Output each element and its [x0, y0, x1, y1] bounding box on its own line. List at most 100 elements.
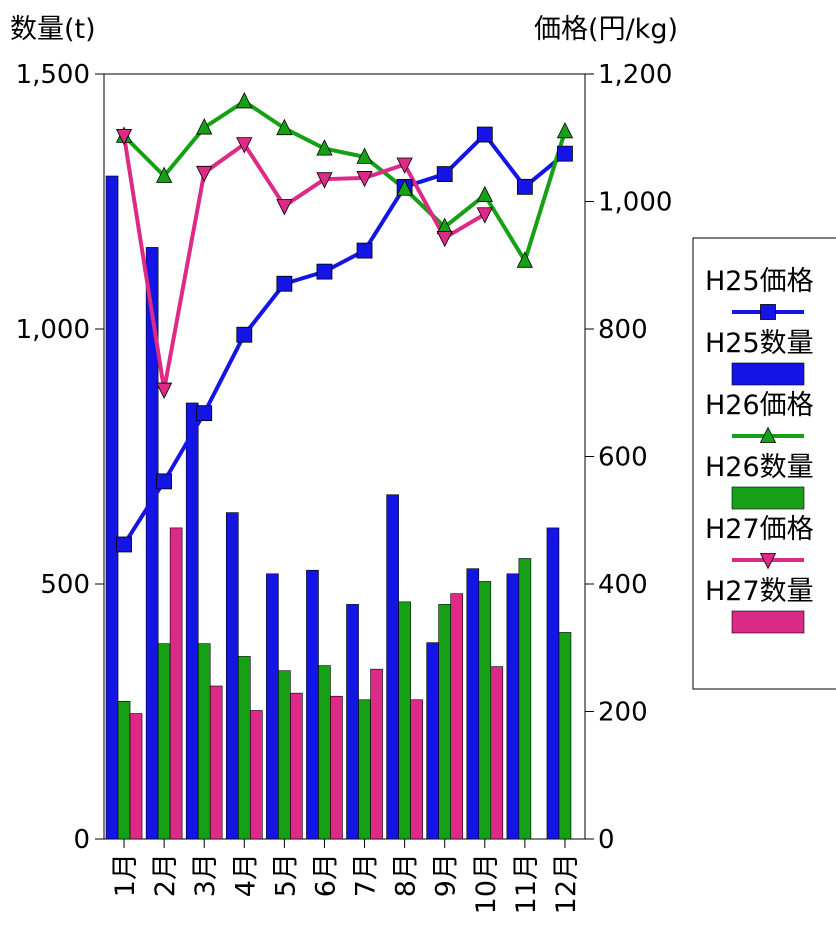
marker-H26価格 [155, 166, 173, 183]
marker-H25価格 [557, 145, 573, 162]
bar-H27数量 [249, 710, 263, 840]
x-tick-label: 12月 [551, 853, 582, 914]
marker-H26価格 [476, 185, 493, 203]
bar-H26数量 [157, 643, 171, 840]
right-tick-label: 600 [598, 443, 648, 473]
marker-H25価格 [316, 263, 333, 280]
marker-H25価格 [476, 126, 493, 143]
bar-H27数量 [490, 666, 504, 840]
legend-swatch-bar [731, 362, 805, 386]
bar-H27数量 [450, 593, 464, 840]
marker-H27価格 [236, 137, 253, 154]
right-tick-label: 800 [598, 315, 648, 345]
legend-swatch-marker [759, 553, 777, 570]
bar-H27数量 [370, 668, 383, 840]
bar-H25数量 [145, 247, 159, 840]
marker-H27価格 [276, 199, 293, 216]
marker-H25価格 [156, 473, 173, 490]
bar-H25数量 [185, 402, 199, 840]
legend-label: H26数量 [705, 452, 814, 483]
bars-layer [105, 175, 572, 840]
x-tick-label: 2月 [150, 853, 181, 897]
bar-H25数量 [546, 527, 560, 840]
marker-H27価格 [476, 207, 493, 224]
bar-H26数量 [478, 581, 492, 840]
bar-H27数量 [129, 713, 143, 840]
x-tick-label: 10月 [471, 853, 502, 914]
legend-layer: H25価格 H25数量 H26価格 H26数量 H27価格 H27数量 [692, 237, 836, 690]
marker-H26価格 [236, 92, 253, 109]
bar-H25数量 [386, 494, 399, 840]
bar-H26数量 [558, 632, 572, 840]
legend-swatch-bar [731, 486, 805, 510]
marker-H27価格 [436, 230, 453, 248]
lines-layer [122, 99, 567, 546]
bar-H27数量 [330, 695, 343, 840]
bar-H25数量 [346, 604, 359, 840]
bar-H26数量 [438, 604, 452, 840]
marker-H26価格 [396, 179, 413, 196]
bar-H27数量 [410, 699, 423, 840]
left-tick-label: 500 [40, 570, 90, 600]
marker-H25価格 [276, 275, 293, 292]
right-tick-label: 200 [598, 698, 648, 728]
bar-H26数量 [237, 656, 251, 840]
bar-H25数量 [225, 512, 239, 840]
bar-H26数量 [278, 670, 291, 840]
marker-H27価格 [356, 171, 373, 188]
legend-label: H25価格 [705, 266, 814, 297]
left-axis-title: 数量(t) [10, 14, 96, 45]
marker-H25価格 [356, 242, 373, 259]
axes-layer: 0 500 1,000 1,500 0 200 400 600 800 1,000 1,200 1月 2… [16, 60, 673, 914]
bar-H27数量 [290, 692, 303, 840]
legend-swatch-bar [731, 610, 805, 634]
bar-H25数量 [306, 569, 319, 840]
legend-label: H27価格 [705, 514, 814, 545]
line-H27価格 [122, 135, 486, 392]
x-tick-label: 6月 [310, 853, 341, 897]
line-H26価格 [122, 99, 567, 263]
bar-H27数量 [169, 527, 183, 840]
right-tick-label: 1,000 [598, 188, 672, 218]
legend-label: H27数量 [705, 576, 814, 607]
marker-H26価格 [196, 118, 213, 135]
marker-H27価格 [155, 382, 173, 399]
bar-H25数量 [466, 568, 480, 840]
right-tick-label: 1,200 [598, 60, 672, 90]
marker-H26価格 [356, 147, 373, 164]
marker-H25価格 [116, 536, 132, 553]
marker-H25価格 [516, 178, 533, 195]
legend-label: H25数量 [705, 328, 814, 359]
bar-H26数量 [398, 601, 411, 840]
bar-H26数量 [197, 643, 211, 840]
bar-H26数量 [117, 700, 131, 840]
x-tick-label: 8月 [391, 853, 422, 897]
marker-H25価格 [436, 166, 453, 182]
marker-H27価格 [396, 157, 413, 174]
marker-H25価格 [196, 405, 213, 422]
marker-H25価格 [236, 326, 253, 343]
line-H25価格 [122, 132, 567, 546]
x-tick-label: 7月 [351, 853, 382, 897]
markers-layer [115, 92, 574, 553]
marker-H26価格 [276, 118, 293, 136]
marker-H27価格 [115, 128, 133, 146]
bar-H26数量 [358, 699, 371, 840]
bar-H25数量 [506, 573, 520, 840]
marker-H27価格 [316, 172, 333, 189]
left-tick-label: 1,000 [16, 315, 90, 345]
x-tick-label: 4月 [230, 853, 261, 897]
bar-H27数量 [209, 685, 223, 840]
marker-H26価格 [516, 251, 534, 268]
left-tick-label: 0 [73, 825, 90, 855]
x-tick-label: 5月 [270, 853, 301, 897]
bar-H25数量 [105, 175, 119, 840]
x-tick-label: 1月 [110, 853, 141, 897]
legend-label: H26価格 [705, 390, 814, 421]
bar-H25数量 [266, 573, 279, 840]
x-tick-label: 3月 [190, 853, 221, 897]
right-axis-title: 価格(円/kg) [534, 14, 678, 45]
left-tick-label: 1,500 [16, 60, 90, 90]
